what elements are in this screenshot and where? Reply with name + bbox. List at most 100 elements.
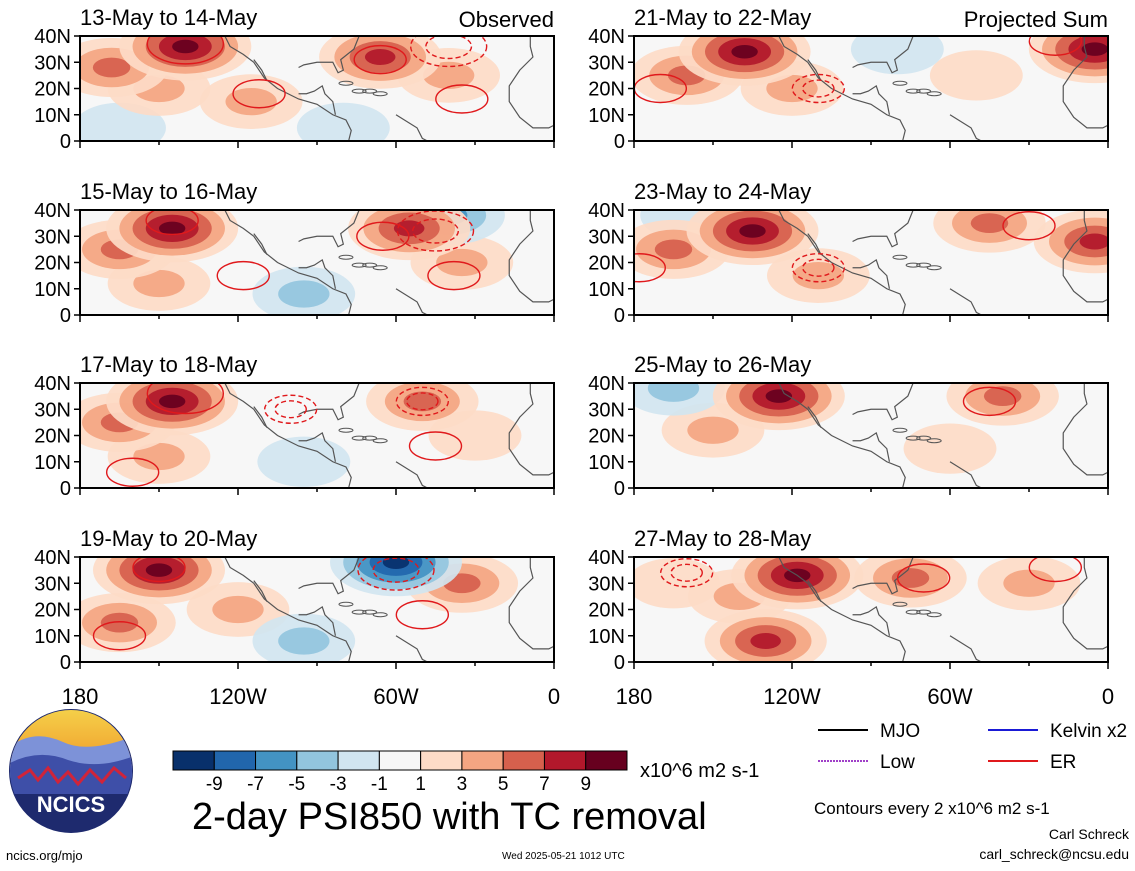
y-tick-label: 40N xyxy=(588,373,625,395)
x-tick-label: 120W xyxy=(763,684,821,709)
contour xyxy=(232,79,286,109)
colorbar-label: 1 xyxy=(415,774,426,795)
y-tick-label: 20N xyxy=(588,426,625,448)
contour xyxy=(395,600,450,630)
panel: 40N 30N 20N 10N 0 17-May to 18-May xyxy=(34,352,555,500)
coastline xyxy=(778,383,906,488)
island xyxy=(892,601,908,607)
contour xyxy=(1028,557,1083,583)
contour xyxy=(372,557,420,583)
coastlines xyxy=(224,36,554,141)
anomaly-blob xyxy=(278,280,330,308)
anomaly-blob xyxy=(654,239,693,260)
colorbar: -9 -7 -5 -3 -1 1 3 5 7 9 xyxy=(172,750,628,795)
y-tick-label: 0 xyxy=(614,131,625,153)
anomaly-blob xyxy=(382,557,410,570)
island xyxy=(372,438,388,444)
contour xyxy=(395,386,450,417)
panel: 40N 30N 20N 10N 0 13-May to 14-May Observed xyxy=(34,5,555,153)
anomaly-field xyxy=(80,210,554,315)
anomaly-blob xyxy=(1081,42,1108,56)
coastline xyxy=(852,210,914,248)
x-tick-label: 0 xyxy=(548,684,560,709)
colorbar-swatch xyxy=(502,750,545,771)
contour xyxy=(802,258,835,277)
anomaly-blob xyxy=(750,633,781,649)
contour xyxy=(105,457,160,487)
coastline xyxy=(778,210,906,315)
coastline xyxy=(224,383,352,488)
x-tick-label: 180 xyxy=(616,684,653,709)
anomaly-blob xyxy=(278,627,330,655)
colorbar-swatch xyxy=(420,750,463,771)
y-tick-label: 10N xyxy=(588,452,625,474)
panel: 40N 30N 20N 10N 0 25-May to 26-May xyxy=(588,352,1109,500)
contour xyxy=(92,621,147,651)
coastline xyxy=(224,557,352,662)
coastline xyxy=(395,461,428,488)
coastline xyxy=(298,258,337,289)
colorbar-units: x10^6 m2 s-1 xyxy=(640,760,760,782)
contour xyxy=(145,210,199,236)
colorbar-swatch xyxy=(255,750,298,771)
colorbar-swatch xyxy=(337,750,380,771)
anomaly-blob xyxy=(158,394,186,409)
contour xyxy=(670,563,703,582)
colorbar-label: 3 xyxy=(457,774,468,795)
anomaly-blob xyxy=(296,102,390,141)
y-tick-label: 20N xyxy=(34,600,71,622)
y-tick-label: 40N xyxy=(588,547,625,569)
author-email: carl_schreck@ncsu.edu xyxy=(979,846,1129,862)
anomaly-blob xyxy=(145,563,173,577)
contour xyxy=(791,73,846,104)
y-tick-label: 20N xyxy=(588,79,625,101)
coastline xyxy=(949,114,982,141)
coastline xyxy=(852,605,891,636)
coastlines xyxy=(778,36,1108,141)
panel-title: 23-May to 24-May xyxy=(634,179,811,204)
coastline xyxy=(1062,383,1108,476)
y-tick-label: 30N xyxy=(588,226,625,248)
timestamp: Wed 2025-05-21 1012 UTC xyxy=(502,851,625,862)
panel: 40N 30N 20N 10N 0 19-May to 20-May xyxy=(34,526,555,674)
coastline xyxy=(778,557,906,662)
y-tick-label: 10N xyxy=(588,279,625,301)
y-tick-label: 10N xyxy=(34,105,71,127)
contour xyxy=(357,557,435,591)
island xyxy=(372,265,388,271)
anomaly-blob xyxy=(739,224,766,238)
legend-label: ER xyxy=(1050,752,1076,773)
contour xyxy=(802,79,835,98)
ncics-logo: NCICS xyxy=(8,708,134,834)
coastline xyxy=(807,580,822,602)
coastline xyxy=(1062,36,1108,129)
y-tick-label: 30N xyxy=(588,573,625,595)
coastline xyxy=(852,84,891,115)
island xyxy=(362,435,378,441)
anomaly-blob xyxy=(364,49,396,65)
legend: MJO Kelvin x2 Low ER xyxy=(818,721,1127,773)
island xyxy=(351,262,367,268)
coastline xyxy=(807,233,822,255)
island xyxy=(362,88,378,94)
anomaly-blob xyxy=(647,383,700,402)
coastline xyxy=(852,258,891,289)
coastline xyxy=(508,383,554,476)
island xyxy=(916,435,932,441)
contour xyxy=(146,383,225,415)
panel-title: 17-May to 18-May xyxy=(80,352,257,377)
panel-title: 21-May to 22-May xyxy=(634,5,811,30)
y-tick-label: 10N xyxy=(34,279,71,301)
coastline xyxy=(852,431,891,462)
x-tick-label: 60W xyxy=(927,684,972,709)
contour xyxy=(409,36,488,68)
island xyxy=(892,427,908,433)
island xyxy=(926,612,942,618)
anomaly-blob xyxy=(403,391,442,412)
y-tick-label: 10N xyxy=(34,626,71,648)
island xyxy=(351,435,367,441)
y-tick-label: 20N xyxy=(588,253,625,275)
contour xyxy=(408,431,463,461)
colorbar-label: -9 xyxy=(206,774,223,795)
anomaly-blob xyxy=(903,423,997,474)
